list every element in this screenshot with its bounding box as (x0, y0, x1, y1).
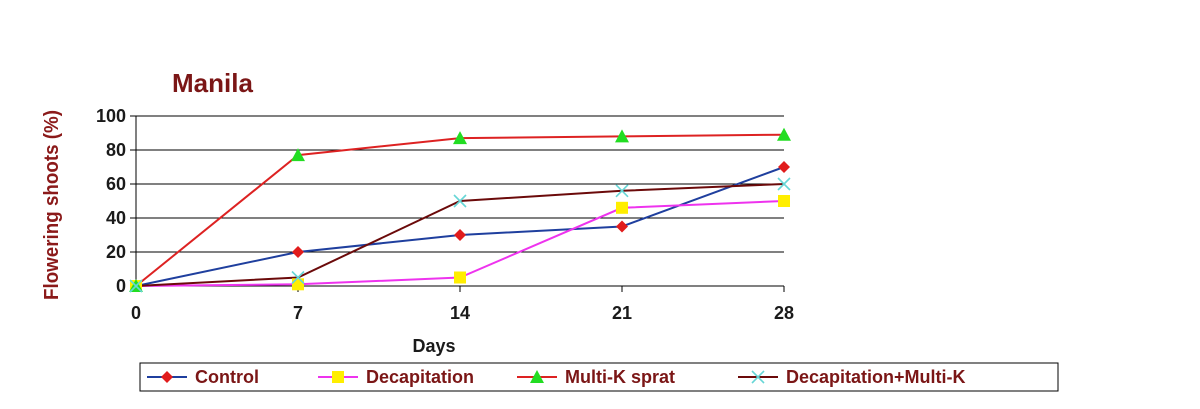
y-tick-label: 100 (96, 106, 126, 126)
series-line-multi-k-sprat (135, 133, 785, 287)
data-point-control (454, 229, 466, 241)
data-point-decapitation-multi-k (777, 177, 791, 191)
y-tick-label: 40 (106, 208, 126, 228)
data-point-decapitation (454, 271, 466, 284)
data-point-decapitation (778, 195, 790, 207)
legend-marker-control (161, 371, 173, 383)
data-point-multi-k-sprat (777, 127, 791, 141)
series-line-control (135, 166, 785, 287)
y-tick-labels: 0 20 40 60 80 100 (96, 106, 126, 296)
x-tick-label: 28 (774, 303, 794, 323)
data-point-control (778, 161, 790, 173)
legend-label-control: Control (195, 367, 259, 387)
data-point-multi-k-sprat (615, 129, 629, 143)
legend-marker-multi-k-sprat (530, 370, 544, 383)
data-point-control (616, 220, 628, 233)
legend-marker-decapitation (332, 371, 344, 383)
legend-items: Control Decapitation Multi-K sprat Decapita… (147, 367, 966, 387)
y-axis-title: Flowering shoots (%) (41, 110, 63, 300)
data-point-decapitation-multi-k (453, 194, 467, 208)
chart-title: Manila (172, 68, 253, 98)
series-lines (135, 133, 785, 287)
data-markers (129, 127, 791, 293)
x-tick-label: 21 (612, 303, 632, 323)
legend-label-decapitation-multi-k: Decapitation+Multi-K (786, 367, 966, 387)
x-tick-label: 7 (293, 303, 303, 323)
gridlines (136, 115, 784, 253)
data-point-decapitation-multi-k (291, 270, 305, 285)
legend-box (139, 362, 1059, 392)
data-point-control (292, 246, 304, 258)
data-point-decapitation-multi-k (129, 279, 143, 293)
y-tick-label: 20 (106, 242, 126, 262)
data-point-multi-k-sprat (453, 131, 467, 145)
legend-label-decapitation: Decapitation (366, 367, 474, 387)
data-point-multi-k-sprat (291, 148, 305, 162)
y-tick-label: 80 (106, 140, 126, 160)
legend-label-multi-k-sprat: Multi-K sprat (565, 367, 675, 387)
x-axis-title: Days (412, 336, 455, 356)
y-tick-label: 60 (106, 174, 126, 194)
legend-marker-decapitation-multi-k (751, 370, 765, 384)
data-point-decapitation (616, 201, 628, 214)
x-tick-label: 14 (450, 303, 470, 323)
data-point-decapitation-multi-k (615, 184, 629, 198)
x-tick-labels: 0 7 14 21 28 (131, 303, 794, 323)
x-tick-label: 0 (131, 303, 141, 323)
data-point-decapitation (292, 278, 304, 291)
legend: Control Decapitation Multi-K sprat Decapita… (139, 362, 1059, 392)
y-tick-label: 0 (116, 276, 126, 296)
